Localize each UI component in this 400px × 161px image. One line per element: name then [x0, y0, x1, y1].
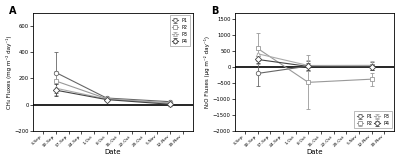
Y-axis label: N₂O Fluxes (μg m⁻² day⁻¹): N₂O Fluxes (μg m⁻² day⁻¹): [204, 36, 210, 108]
Y-axis label: CH₄ Fluxes (mg m⁻² day⁻¹): CH₄ Fluxes (mg m⁻² day⁻¹): [6, 35, 12, 109]
X-axis label: Date: Date: [105, 149, 121, 155]
Legend: P1, P2, P3, P4: P1, P2, P3, P4: [170, 15, 190, 46]
Text: B: B: [211, 6, 218, 16]
Legend: P1, P2, P3, P4: P1, P2, P3, P4: [354, 111, 392, 128]
Text: A: A: [9, 6, 16, 16]
X-axis label: Date: Date: [306, 149, 323, 155]
